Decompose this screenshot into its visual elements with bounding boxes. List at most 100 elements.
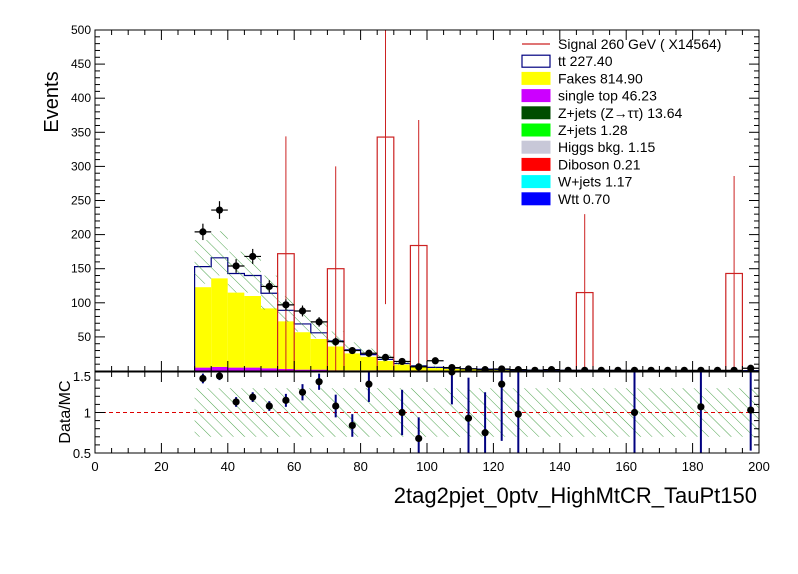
- stack-bar-singletop: [211, 366, 228, 371]
- data-point: [282, 301, 290, 309]
- stack-bar-fakes: [393, 364, 411, 371]
- data-point: [215, 206, 224, 214]
- uncertainty-band-bin: [310, 320, 328, 339]
- ratio-point: [498, 380, 506, 388]
- main-y-tick-label: 350: [71, 125, 91, 139]
- data-point: [713, 366, 722, 371]
- main-y-tick-label: 150: [71, 262, 91, 276]
- legend-label-singletop: single top 46.23: [558, 88, 657, 104]
- stack-bar-fakes: [310, 338, 328, 370]
- main-y-tick-label: 400: [71, 91, 91, 105]
- legend-swatch-ztautau: [521, 106, 551, 120]
- ratio-point: [415, 434, 423, 443]
- ratio-point: [249, 393, 257, 401]
- stack-bar-fakes: [211, 278, 228, 367]
- stack-bar-fakes: [261, 308, 278, 369]
- data-point: [431, 357, 439, 365]
- data-point: [365, 349, 373, 357]
- data-point: [747, 364, 755, 371]
- ratio-point: [697, 403, 705, 411]
- main-y-tick-label: 250: [71, 194, 91, 208]
- x-tick-label: 100: [416, 459, 438, 474]
- ratio-point: [514, 410, 522, 418]
- ratio-point: [332, 402, 340, 410]
- data-point: [199, 228, 207, 236]
- ratio-y-tick-label: 1: [84, 406, 91, 421]
- stack-bar-fakes: [360, 356, 378, 371]
- ratio-point: [298, 388, 307, 396]
- stack-bar-fakes: [294, 332, 311, 370]
- ratio-y-axis-title: Data/MC: [57, 380, 74, 443]
- stack-bar-fakes: [377, 360, 394, 371]
- data-point: [680, 366, 688, 371]
- data-point: [298, 307, 307, 315]
- ratio-point: [630, 408, 639, 417]
- data-point: [697, 366, 705, 371]
- stack-bar-singletop: [194, 367, 212, 371]
- stack-bar-singletop: [244, 367, 261, 371]
- ratio-point: [315, 378, 323, 386]
- legend-swatch-wtt: [521, 192, 551, 206]
- legend-label-higgs: Higgs bkg. 1.15: [558, 139, 655, 155]
- stack-bar-singletop: [294, 369, 311, 371]
- legend-swatch-diboson: [521, 157, 551, 171]
- data-point: [315, 318, 323, 326]
- data-point: [514, 366, 522, 371]
- main-y-tick-label: 50: [78, 330, 92, 344]
- legend-swatch-higgs: [521, 140, 551, 154]
- data-point: [464, 365, 473, 371]
- uncertainty-band-bin: [211, 231, 228, 276]
- main-plot-content: [194, 30, 759, 371]
- x-tick-label: 20: [154, 459, 168, 474]
- stack-bar-fakes: [244, 295, 261, 368]
- legend-label-wtt: Wtt 0.70: [558, 191, 610, 207]
- ratio-point: [747, 406, 755, 414]
- x-tick-label: 60: [287, 459, 301, 474]
- main-y-tick-label: 500: [71, 23, 91, 37]
- x-tick-label: 180: [682, 459, 704, 474]
- uncertainty-band-bin: [294, 310, 311, 332]
- legend-swatch-singletop: [521, 89, 551, 103]
- data-point: [564, 366, 572, 371]
- stack-bar-fakes: [427, 368, 444, 371]
- x-tick-label: 80: [353, 459, 367, 474]
- ratio-point: [348, 421, 356, 430]
- x-tick-label: 200: [748, 459, 770, 474]
- data-point: [265, 282, 273, 291]
- x-axis: 0 20 40 60 80 100 120 140 160 180 200: [91, 372, 770, 474]
- data-point: [381, 353, 390, 361]
- data-point: [332, 338, 340, 346]
- stack-bar-singletop: [227, 367, 245, 371]
- x-tick-label: 0: [91, 459, 98, 474]
- data-point: [547, 366, 556, 371]
- data-point: [498, 365, 506, 371]
- x-tick-label: 120: [483, 459, 505, 474]
- stack-bar-fakes: [227, 292, 245, 368]
- uncertainty-band-bin: [194, 240, 212, 284]
- ratio-point: [265, 402, 273, 410]
- legend-label-fakes: Fakes 814.90: [558, 70, 643, 86]
- ratio-plot-content: [95, 372, 759, 453]
- data-point: [614, 366, 622, 371]
- data-point: [730, 366, 738, 371]
- main-y-tick-label: 450: [71, 57, 91, 71]
- ratio-y-tick-label: 0.5: [73, 446, 91, 461]
- data-point: [448, 363, 456, 371]
- legend-label-signal: Signal 260 GeV ( X14564): [558, 36, 721, 52]
- stack-bar-fakes: [194, 287, 212, 368]
- ratio-point: [398, 408, 406, 417]
- stack-bar-fakes: [344, 353, 361, 371]
- data-point: [597, 366, 605, 371]
- x-axis-title: 2tag2pjet_0ptv_HighMtCR_TauPt150: [394, 483, 757, 508]
- ratio-point: [215, 372, 224, 380]
- legend-label-ztautau: Z+jets (Z→ττ) 13.64: [558, 105, 682, 121]
- stack-bar-singletop: [310, 369, 328, 371]
- ratio-point: [232, 398, 240, 406]
- legend-swatch-zjets: [521, 123, 551, 137]
- ratio-point: [464, 414, 473, 422]
- uncertainty-band-bin: [244, 251, 261, 293]
- ratio-point: [282, 396, 290, 404]
- ratio-point: [448, 372, 456, 376]
